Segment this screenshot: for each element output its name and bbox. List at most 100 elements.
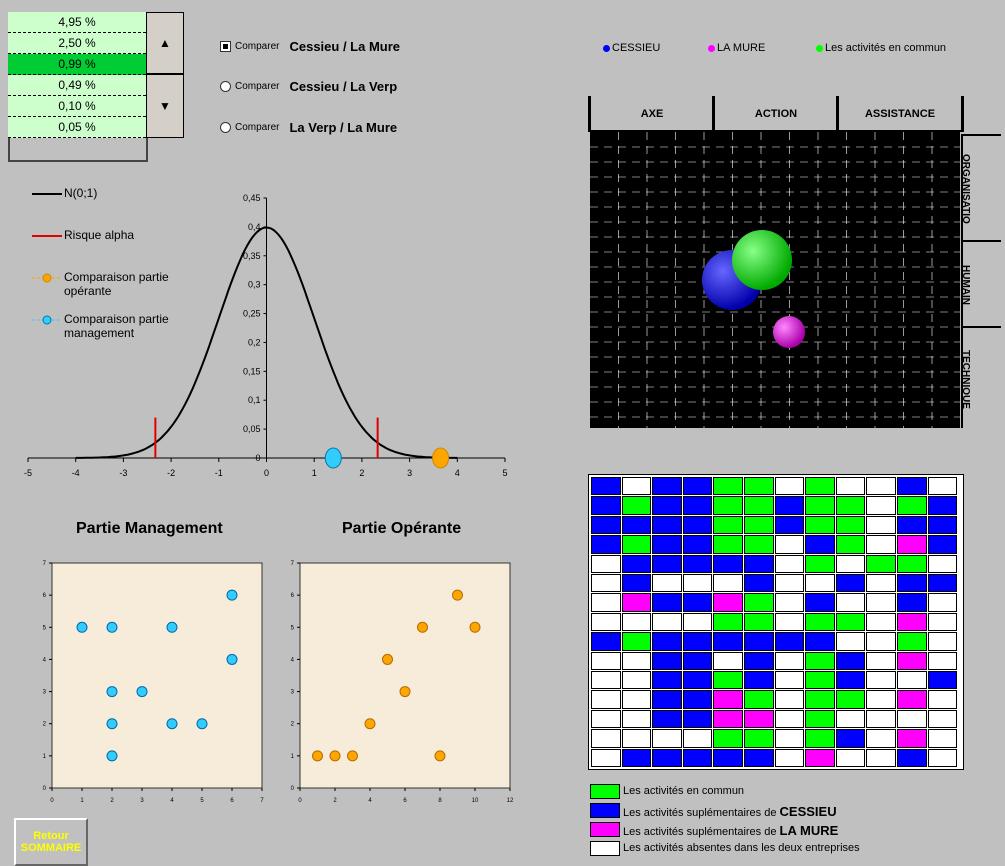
data-point [312,750,323,762]
legend-management: Comparaison partie management [64,312,169,340]
data-point [226,653,238,665]
grid-cell [805,496,835,515]
risk-option[interactable]: 2,50 % [8,33,146,54]
grid-cell [744,477,774,496]
grid-cell [835,535,866,554]
data-point [166,718,178,730]
data-point [382,653,393,665]
radio-unchecked-icon [220,121,231,133]
tick-label: 5 [43,625,47,631]
tick-label: 7 [260,798,264,804]
legend-swatch [590,784,620,799]
legend-cessieu: CESSIEU [603,42,660,54]
grid-cell [682,574,713,593]
grid-cell [897,651,927,670]
grid-cell [805,574,835,593]
radio-unchecked-icon [220,80,231,92]
grid-cell [774,535,805,554]
tick-label: 5 [502,468,507,478]
grid-cell [652,651,682,670]
bubble-commun [732,230,792,290]
grid-cell [682,535,713,554]
grid-cell [621,671,652,690]
data-point [417,621,428,633]
grid-cell [927,593,958,612]
grid-cell [774,515,805,535]
data-point [329,750,341,762]
risk-option[interactable]: 0,99 % [8,54,146,75]
scroll-up-button[interactable]: ▲ [146,12,184,74]
grid-cell [621,554,652,573]
grid-cell [621,748,652,767]
grid-cell [621,593,652,612]
risk-option[interactable]: 0,05 % [8,117,146,138]
grid-cell [927,574,958,593]
normal-curve-chart: -5 -4 -3 -2 -1 0 1 2 3 4 5 0 0,05 0,1 0,15 0,2 0,25 0,3 0,… [24,193,508,478]
col-header-assistance: ASSISTANCE [836,96,964,132]
radio-compare-2[interactable]: Comparer Cessieu / La Verp [220,78,397,94]
row-header-humain: HUMAIN [960,265,971,305]
grid-cell [805,748,835,767]
grid-cell [713,535,743,554]
grid-cell [897,477,927,496]
grid-cell [866,496,896,515]
col-header-action: ACTION [712,96,837,132]
tick-label: 3 [407,468,412,478]
radio-compare-3[interactable]: Comparer La Verp / La Mure [220,119,397,135]
legend-text: Les activités suplémentaires de LA MURE [623,823,839,838]
grid-cell [652,554,682,573]
tick-label: -4 [72,468,80,478]
risk-option[interactable]: 0,10 % [8,96,146,117]
risk-option[interactable]: 4,95 % [8,12,146,33]
grid-cell [866,535,896,554]
tick-label: 0,35 [243,251,261,261]
grid-cell [835,593,866,612]
tick-label: 2 [359,468,364,478]
grid-cell [713,729,743,748]
tick-label: 6 [291,593,295,599]
grid-cell [897,535,927,554]
grid-cell [897,671,927,690]
grid-cell [682,690,713,709]
risk-option[interactable]: 0,49 % [8,75,146,96]
legend-swatch [590,841,620,856]
grid-cell [591,477,621,496]
grid-cell [897,729,927,748]
data-point [364,718,376,730]
tick-label: 0,2 [248,337,261,347]
grid-cell [591,612,621,632]
tick-label: 1 [80,798,84,804]
grid-cell [652,496,682,515]
tick-label: 0,4 [248,222,261,232]
blue-dot-icon [603,44,610,52]
scroll-down-button[interactable]: ▼ [146,74,184,138]
tick-label: 0 [291,786,295,792]
grid-cell [652,709,682,729]
legend-operante: Comparaison partie opérante [64,270,169,298]
tick-label: 10 [472,798,479,804]
grid-cell [897,748,927,767]
tick-label: 5 [200,798,204,804]
activity-grid [588,474,964,770]
grid-cell [774,554,805,573]
retour-sommaire-button[interactable]: Retour SOMMAIRE [14,818,88,866]
triangle-down-icon: ▼ [159,99,171,113]
data-point [469,621,481,633]
grid-cell [866,612,896,632]
listbox-footer [8,138,148,162]
data-point [106,750,118,762]
grid-cell [682,748,713,767]
risk-listbox[interactable]: 4,95 % 2,50 % 0,99 % 0,49 % 0,10 % 0,05 % [8,12,146,150]
operante-point [432,447,450,469]
tick-label: 0,45 [243,193,261,203]
plot-area [299,562,511,789]
grid-cell [866,515,896,535]
grid-cell [682,593,713,612]
grid-cell [652,477,682,496]
grid-cell [897,574,927,593]
legend-swatch [590,803,620,818]
radio-compare-1[interactable]: Comparer Cessieu / La Mure [220,38,400,54]
tick-label: 0,1 [248,395,261,405]
tick-label: 0,15 [243,366,261,376]
legend-n01: N(0;1) [64,186,98,200]
